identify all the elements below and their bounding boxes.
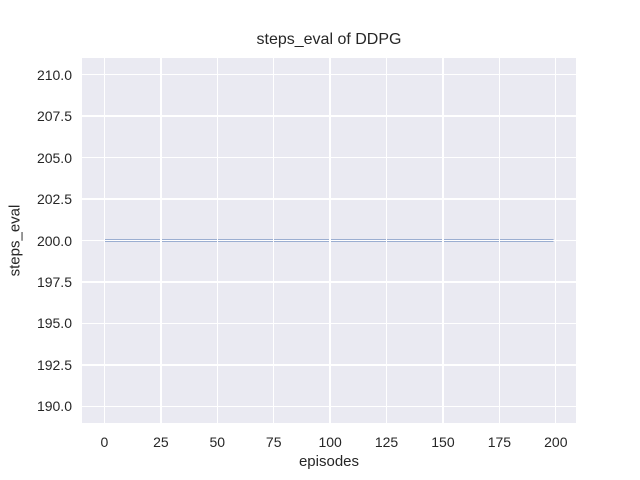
x-axis-label: episodes xyxy=(298,453,360,470)
horizontal-gridline xyxy=(82,364,576,366)
x-tick-label: 75 xyxy=(265,434,282,450)
horizontal-gridline xyxy=(82,405,576,408)
y-tick-label: 202.5 xyxy=(36,191,72,208)
y-tick-label: 200.0 xyxy=(36,232,72,249)
chart-title: steps_eval of DDPG xyxy=(256,31,402,48)
y-tick-label: 205.0 xyxy=(36,149,72,166)
horizontal-gridline xyxy=(82,115,576,117)
horizontal-gridline xyxy=(82,281,576,283)
y-tick-label: 192.5 xyxy=(36,356,72,373)
y-tick-label: 195.0 xyxy=(36,315,72,332)
plot-area xyxy=(82,58,576,423)
horizontal-gridline xyxy=(82,239,576,242)
x-tick-label: 100 xyxy=(318,434,342,450)
y-tick-label: 190.0 xyxy=(36,398,72,415)
x-tick-label: 175 xyxy=(487,434,512,450)
x-tick-label: 200 xyxy=(544,434,568,450)
horizontal-gridline xyxy=(82,73,576,76)
y-tick-label: 210.0 xyxy=(36,66,72,83)
x-tick-label: 25 xyxy=(153,434,169,450)
horizontal-gridline xyxy=(82,198,576,200)
y-tick-label: 197.5 xyxy=(36,273,72,290)
horizontal-gridline xyxy=(82,322,576,325)
x-tick-label: 0 xyxy=(100,434,109,450)
x-tick-label: 50 xyxy=(209,434,226,450)
x-tick-label: 150 xyxy=(431,434,455,450)
y-tick-label: 207.5 xyxy=(36,108,72,125)
x-tick-label: 125 xyxy=(374,434,399,450)
horizontal-gridline xyxy=(82,156,576,159)
